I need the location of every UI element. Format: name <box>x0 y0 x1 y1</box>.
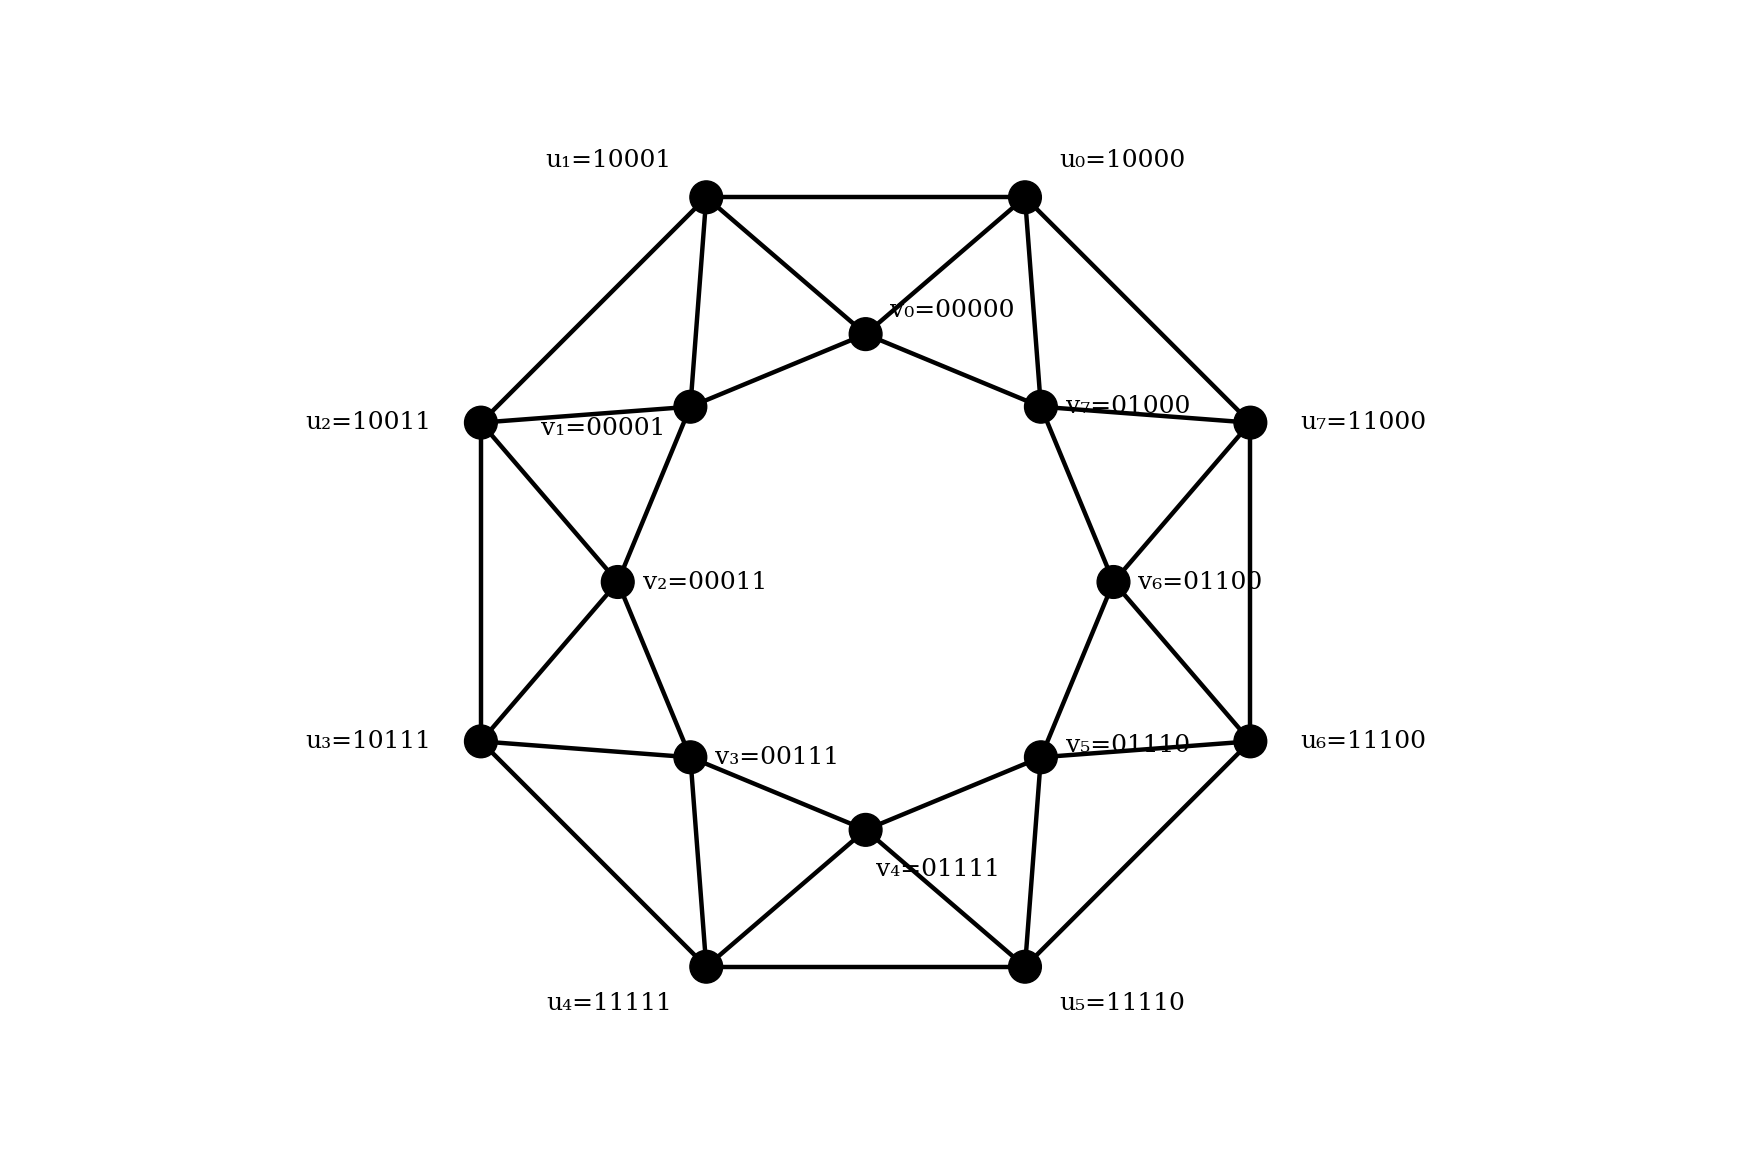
Text: v₇=01000: v₇=01000 <box>1065 396 1190 418</box>
Circle shape <box>674 741 706 774</box>
Circle shape <box>1025 741 1057 774</box>
Text: v₆=01100: v₆=01100 <box>1138 570 1263 594</box>
Text: u₀=10000: u₀=10000 <box>1060 149 1185 172</box>
Circle shape <box>1234 725 1266 758</box>
Circle shape <box>674 390 706 423</box>
Text: v₂=00011: v₂=00011 <box>643 570 766 594</box>
Circle shape <box>690 950 722 984</box>
Circle shape <box>1234 406 1266 439</box>
Circle shape <box>1009 180 1041 214</box>
Text: v₁=00001: v₁=00001 <box>541 417 666 440</box>
Text: u₁=10001: u₁=10001 <box>546 149 671 172</box>
Circle shape <box>849 318 882 350</box>
Circle shape <box>465 725 497 758</box>
Circle shape <box>690 180 722 214</box>
Text: v₄=01111: v₄=01111 <box>875 858 1000 881</box>
Text: u₇=11000: u₇=11000 <box>1300 411 1426 434</box>
Circle shape <box>849 814 882 846</box>
Circle shape <box>465 406 497 439</box>
Circle shape <box>1025 390 1057 423</box>
Text: u₄=11111: u₄=11111 <box>546 992 671 1015</box>
Text: v₃=00111: v₃=00111 <box>715 746 840 768</box>
Text: v₀=00000: v₀=00000 <box>891 299 1014 322</box>
Circle shape <box>602 566 634 598</box>
Circle shape <box>1009 950 1041 984</box>
Text: u₂=10011: u₂=10011 <box>305 411 431 434</box>
Circle shape <box>1097 566 1131 598</box>
Text: u₆=11100: u₆=11100 <box>1300 730 1426 753</box>
Text: u₃=10111: u₃=10111 <box>305 730 431 753</box>
Text: u₅=11110: u₅=11110 <box>1060 992 1185 1015</box>
Text: v₅=01110: v₅=01110 <box>1065 734 1190 758</box>
